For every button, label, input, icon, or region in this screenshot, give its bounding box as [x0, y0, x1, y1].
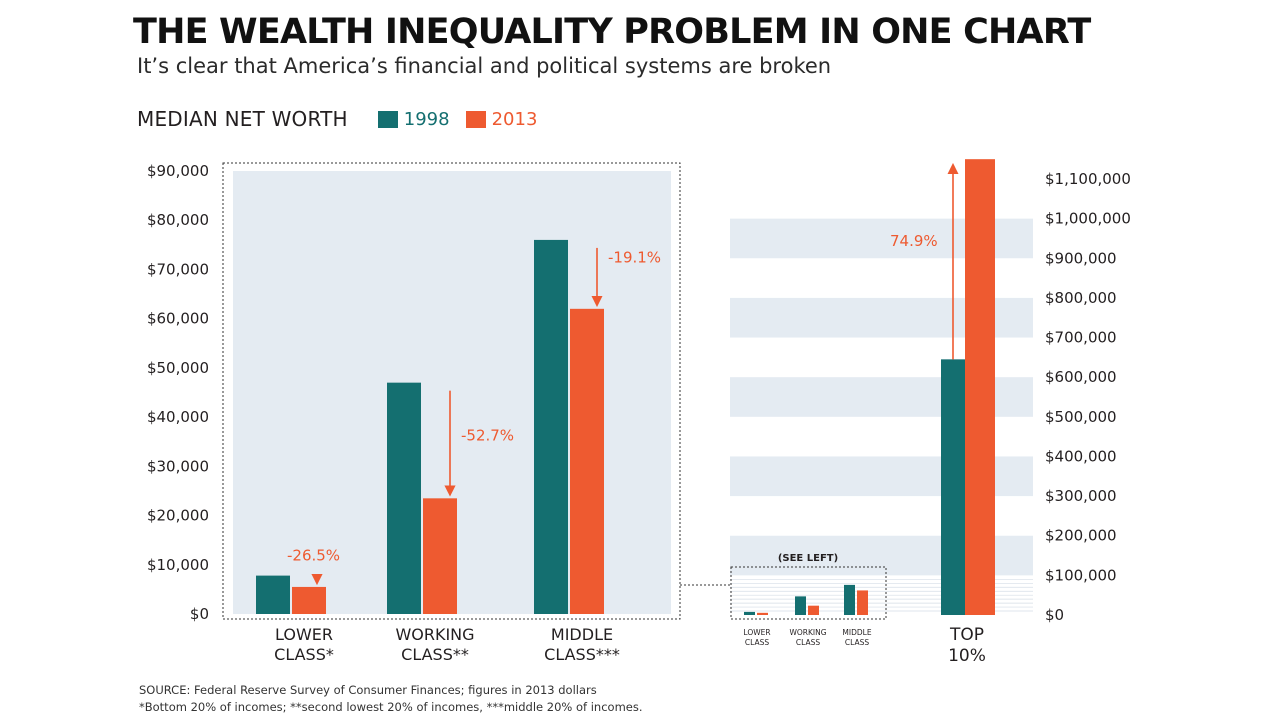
x-category-label-small: LOWER — [743, 628, 770, 637]
x-category-label: MIDDLE — [551, 625, 613, 644]
x-category-label-small: WORKING — [789, 628, 826, 637]
chart-subtitle: It’s clear that America’s financial and … — [137, 54, 832, 78]
right-y-tick-label: $300,000 — [1045, 487, 1117, 505]
bar-2013 — [570, 308, 604, 614]
x-category-label-small: CLASS — [745, 638, 769, 647]
change-label: -19.1% — [608, 248, 661, 266]
right-y-tick-label: $600,000 — [1045, 368, 1117, 386]
left-y-tick-label: $60,000 — [147, 310, 209, 328]
right-y-tick-label: $200,000 — [1045, 527, 1117, 545]
bar-1998 — [256, 575, 290, 614]
bar-1998 — [744, 611, 755, 615]
left-y-tick-label: $90,000 — [147, 162, 209, 180]
legend: MEDIAN NET WORTH 1998 2013 — [137, 107, 553, 131]
x-category-label-small: CLASS — [796, 638, 820, 647]
left-y-tick-label: $80,000 — [147, 211, 209, 229]
bar-1998 — [941, 359, 966, 615]
x-category-label-small: MIDDLE — [842, 628, 871, 637]
bar-2013 — [808, 605, 819, 615]
left-y-tick-label: $40,000 — [147, 408, 209, 426]
left-y-tick-label: $20,000 — [147, 507, 209, 525]
right-y-tick-label: $400,000 — [1045, 447, 1117, 465]
x-category-label: CLASS** — [401, 645, 469, 664]
change-label: -52.7% — [461, 426, 514, 444]
left-y-tick-label: $30,000 — [147, 457, 209, 475]
right-y-tick-label: $500,000 — [1045, 408, 1117, 426]
bar-2013 — [292, 586, 326, 614]
legend-swatch-1998 — [377, 110, 398, 128]
x-category-label: CLASS*** — [544, 645, 620, 664]
change-label: 74.9% — [890, 232, 938, 250]
legend-heading: MEDIAN NET WORTH — [137, 107, 348, 131]
chart-title: THE WEALTH INEQUALITY PROBLEM IN ONE CHA… — [133, 12, 1091, 52]
legend-label-1998: 1998 — [403, 108, 450, 130]
right-y-tick-label: $800,000 — [1045, 289, 1117, 307]
right-y-tick-label: $700,000 — [1045, 329, 1117, 347]
x-category-label: TOP — [949, 625, 984, 645]
left-chart-dotted-frame — [222, 162, 681, 620]
left-y-tick-label: $50,000 — [147, 359, 209, 377]
right-y-tick-label: $1,000,000 — [1045, 210, 1131, 228]
bar-1998 — [534, 239, 568, 614]
bar-1998 — [795, 596, 806, 615]
x-category-label: LOWER — [275, 625, 333, 644]
x-category-label: WORKING — [395, 625, 474, 644]
x-category-label: 10% — [948, 646, 986, 666]
change-label: -26.5% — [287, 547, 340, 565]
source-note: SOURCE: Federal Reserve Survey of Consum… — [139, 683, 597, 697]
see-left-label: (SEE LEFT) — [778, 553, 838, 564]
bar-1998 — [844, 584, 855, 615]
right-y-tick-label: $900,000 — [1045, 249, 1117, 267]
footnote: *Bottom 20% of incomes; **second lowest … — [139, 700, 643, 714]
legend-swatch-2013 — [465, 110, 486, 128]
right-y-tick-label: $100,000 — [1045, 566, 1117, 584]
bar-2013 — [965, 159, 995, 615]
right-y-tick-label: $1,100,000 — [1045, 170, 1131, 188]
x-category-label-small: CLASS — [845, 638, 869, 647]
bar-1998 — [387, 382, 421, 614]
right-y-tick-label: $0 — [1045, 606, 1064, 624]
left-y-tick-label: $10,000 — [147, 556, 209, 574]
bar-2013 — [757, 612, 768, 615]
legend-item-1998: 1998 — [377, 108, 450, 130]
left-y-tick-label: $0 — [190, 605, 209, 623]
bar-2013 — [857, 590, 868, 615]
legend-item-2013: 2013 — [465, 108, 538, 130]
left-y-tick-label: $70,000 — [147, 260, 209, 278]
see-left-dotted-box — [730, 566, 887, 620]
x-category-label: CLASS* — [274, 645, 334, 664]
legend-label-2013: 2013 — [491, 108, 538, 130]
bar-2013 — [423, 498, 457, 614]
